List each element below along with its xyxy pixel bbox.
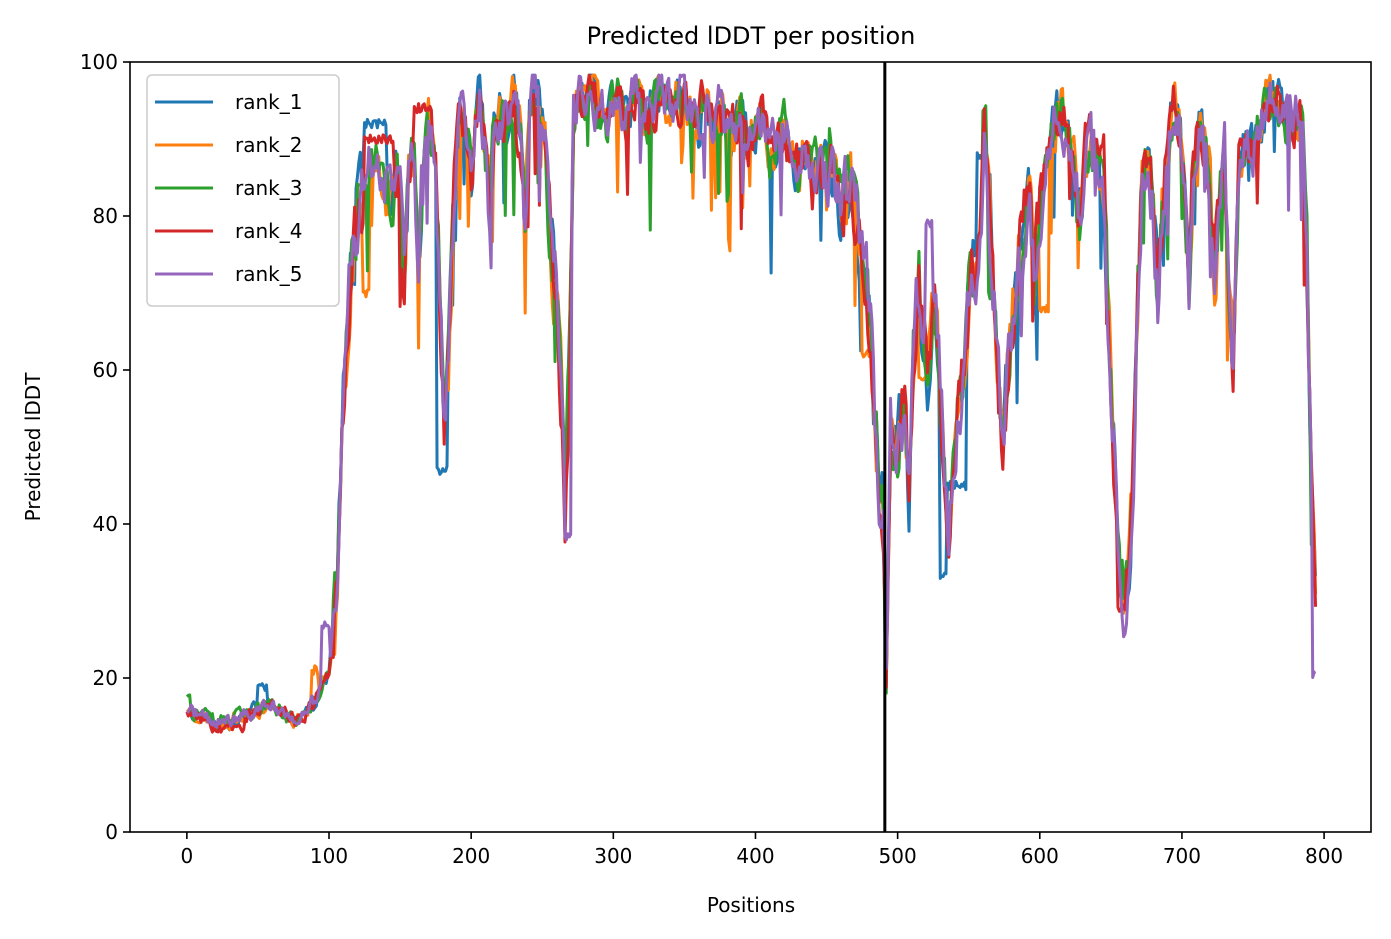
x-tick-label: 500 bbox=[879, 844, 917, 868]
x-tick-label: 300 bbox=[594, 844, 632, 868]
x-tick-label: 800 bbox=[1305, 844, 1343, 868]
series-line-rank_5 bbox=[186, 73, 1317, 729]
chart-title: Predicted lDDT per position bbox=[587, 22, 916, 50]
legend-label-rank_3: rank_3 bbox=[235, 176, 302, 200]
x-axis: 0 100 200 300 400 500 600 700 800 bbox=[180, 832, 1343, 868]
legend: rank_1 rank_2 rank_3 rank_4 rank_5 bbox=[146, 74, 340, 307]
x-tick-label: 200 bbox=[452, 844, 490, 868]
x-tick-label: 700 bbox=[1163, 844, 1201, 868]
y-tick-label: 20 bbox=[93, 666, 118, 690]
y-axis-title: Predicted lDDT bbox=[21, 372, 45, 522]
legend-box bbox=[146, 74, 340, 307]
x-tick-label: 600 bbox=[1021, 844, 1059, 868]
legend-label-rank_2: rank_2 bbox=[235, 133, 302, 157]
legend-label-rank_1: rank_1 bbox=[235, 90, 302, 114]
y-tick-label: 60 bbox=[93, 358, 118, 382]
legend-label-rank_4: rank_4 bbox=[235, 219, 302, 243]
series-line-rank_4 bbox=[185, 73, 1318, 734]
x-axis-title: Positions bbox=[707, 893, 795, 917]
y-tick-label: 0 bbox=[105, 820, 118, 844]
y-tick-label: 40 bbox=[93, 512, 118, 536]
legend-label-rank_5: rank_5 bbox=[235, 262, 302, 286]
plot-area bbox=[129, 61, 1372, 833]
x-tick-label: 400 bbox=[736, 844, 774, 868]
y-axis: 0 20 40 60 80 100 bbox=[80, 50, 130, 844]
y-tick-label: 100 bbox=[80, 50, 118, 74]
y-tick-label: 80 bbox=[93, 204, 118, 228]
plot-frame bbox=[129, 61, 1372, 833]
series-lines bbox=[185, 73, 1318, 734]
x-tick-label: 0 bbox=[180, 844, 193, 868]
x-tick-label: 100 bbox=[310, 844, 348, 868]
